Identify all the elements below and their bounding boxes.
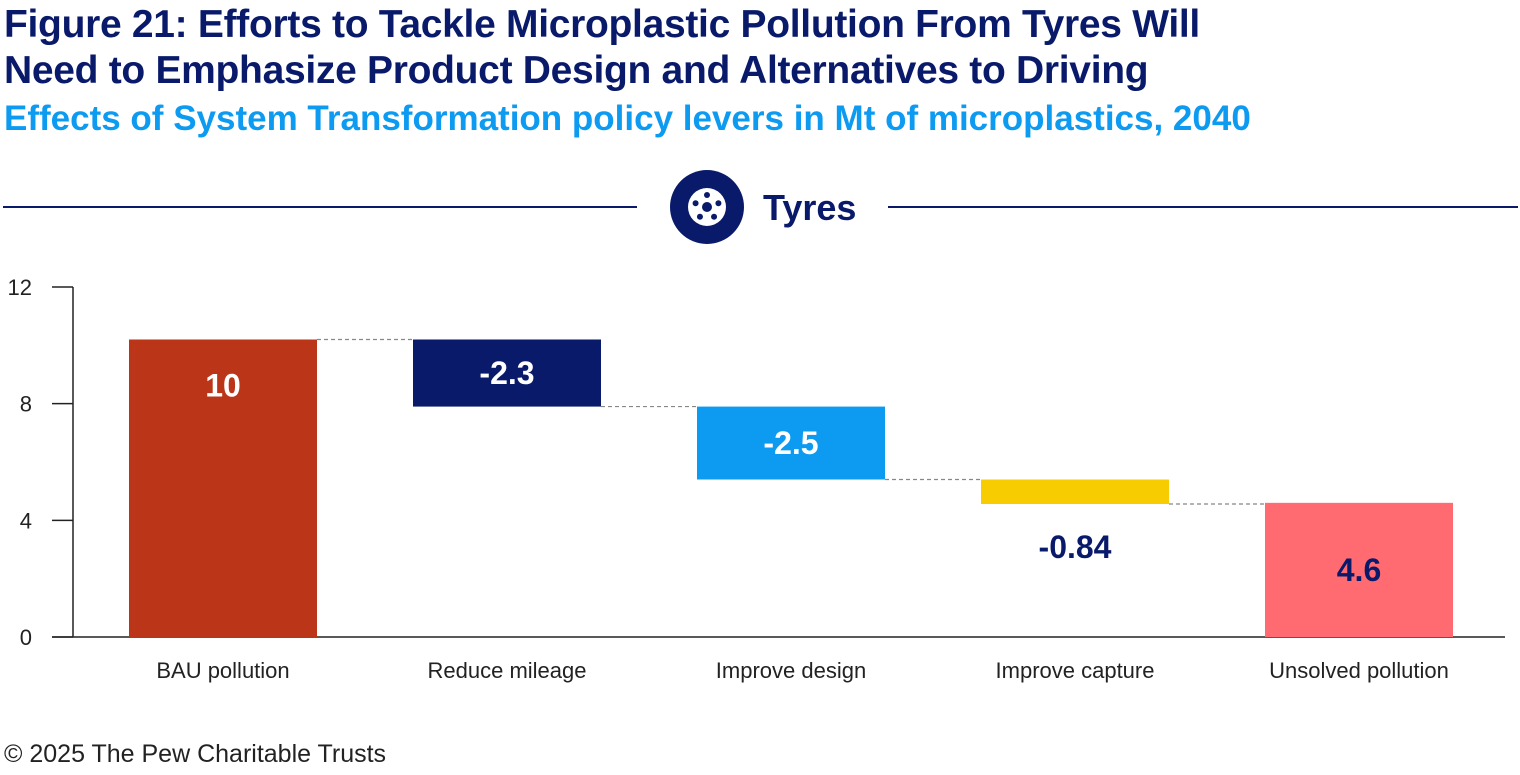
title-line-2: Need to Emphasize Product Design and Alt…	[4, 49, 1149, 92]
tyre-spoke	[692, 200, 699, 207]
x-tick-label: Improve design	[716, 658, 866, 683]
bar	[129, 339, 317, 637]
y-tick-label: 0	[20, 625, 32, 650]
tyre-spoke	[711, 213, 718, 220]
tyre-spoke	[696, 213, 703, 220]
y-tick-label: 8	[20, 392, 32, 417]
chart-title: Figure 21: Efforts to Tackle Microplasti…	[4, 2, 1200, 94]
data-label: -2.3	[479, 355, 534, 391]
bar	[697, 406, 885, 480]
bar	[981, 479, 1169, 504]
x-tick-label: Unsolved pollution	[1269, 658, 1449, 683]
data-label: 4.6	[1337, 552, 1381, 588]
bar	[413, 339, 601, 407]
copyright: © 2025 The Pew Charitable Trusts	[4, 740, 387, 768]
y-tick-label: 4	[20, 508, 32, 533]
tyre-icon	[670, 170, 744, 244]
data-label: -0.84	[1039, 529, 1112, 565]
section-label: Tyres	[763, 187, 856, 228]
data-label: -2.5	[763, 425, 818, 461]
title-line-1: Figure 21: Efforts to Tackle Microplasti…	[4, 3, 1200, 46]
y-tick-label: 12	[8, 275, 32, 300]
tyre-spoke	[704, 192, 710, 198]
data-label: 10	[205, 368, 241, 404]
bar	[1265, 502, 1453, 637]
x-tick-label: Reduce mileage	[428, 658, 587, 683]
x-tick-label: BAU pollution	[156, 658, 289, 683]
tyre-spoke	[715, 200, 722, 207]
x-tick-label: Improve capture	[996, 658, 1155, 683]
chart-subtitle: Effects of System Transformation policy …	[4, 99, 1251, 138]
